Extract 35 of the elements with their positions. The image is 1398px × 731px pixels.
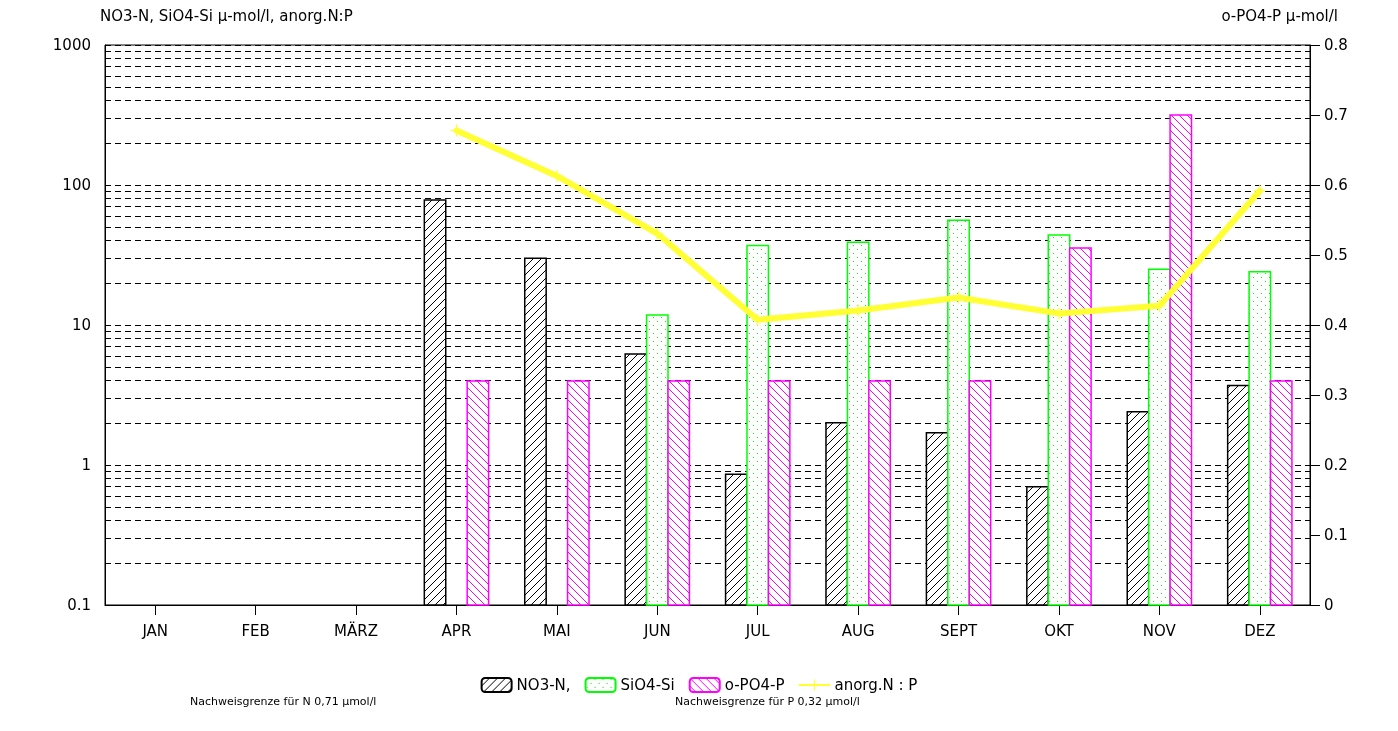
- y2-tick-label: 0.5: [1324, 246, 1348, 264]
- y2-tick-label: 0.4: [1324, 316, 1348, 334]
- y-tick-label: 0.1: [67, 596, 91, 614]
- y2-tick-label: 0.8: [1324, 36, 1348, 54]
- y2-tick-label: 0: [1324, 596, 1334, 614]
- legend-label: anorg.N : P: [834, 676, 918, 694]
- y-tick-label: 1000: [52, 36, 91, 54]
- y-tick-label: 10: [71, 316, 91, 334]
- text: Nachweisgrenze für P 0,32 µmol/l: [675, 695, 860, 708]
- y2-tick-label: 0.1: [1324, 526, 1348, 544]
- x-tick-label: JAN: [141, 621, 169, 640]
- y2-tick-label: 0.7: [1324, 106, 1348, 124]
- y2-tick-label: 0.3: [1324, 386, 1348, 404]
- x-tick-label: MAI: [543, 621, 571, 640]
- x-tick-label: FEB: [241, 621, 270, 640]
- y2-axis-title: o-PO4-P µ-mol/l: [1221, 6, 1338, 25]
- y2-tick-label: 0.2: [1324, 456, 1348, 474]
- x-tick-label: NOV: [1142, 621, 1177, 640]
- x-tick-label: JUL: [744, 621, 771, 640]
- x-tick-label: JUN: [642, 621, 671, 640]
- legend-label: o-PO4-P: [724, 676, 785, 694]
- x-tick-label: APR: [441, 621, 472, 640]
- x-tick-label: SEPT: [939, 621, 978, 640]
- legend-label: SiO4-Si: [620, 676, 675, 694]
- legend-label: NO3-N,: [516, 676, 571, 694]
- y-tick-label: 1: [81, 456, 91, 474]
- point: [550, 169, 563, 182]
- x-tick-label: MÄRZ: [334, 620, 378, 640]
- y2-tick-label: 0.6: [1324, 176, 1348, 194]
- x-tick-label: OKT: [1044, 621, 1075, 640]
- y-axis-title: NO3-N, SiO4-Si µ-mol/l, anorg.N:P: [100, 6, 353, 25]
- x-tick-label: AUG: [841, 621, 875, 640]
- x-tick-label: DEZ: [1244, 621, 1276, 640]
- text: Nachweisgrenze für N 0,71 µmol/l: [190, 695, 377, 708]
- y-tick-label: 100: [62, 176, 91, 194]
